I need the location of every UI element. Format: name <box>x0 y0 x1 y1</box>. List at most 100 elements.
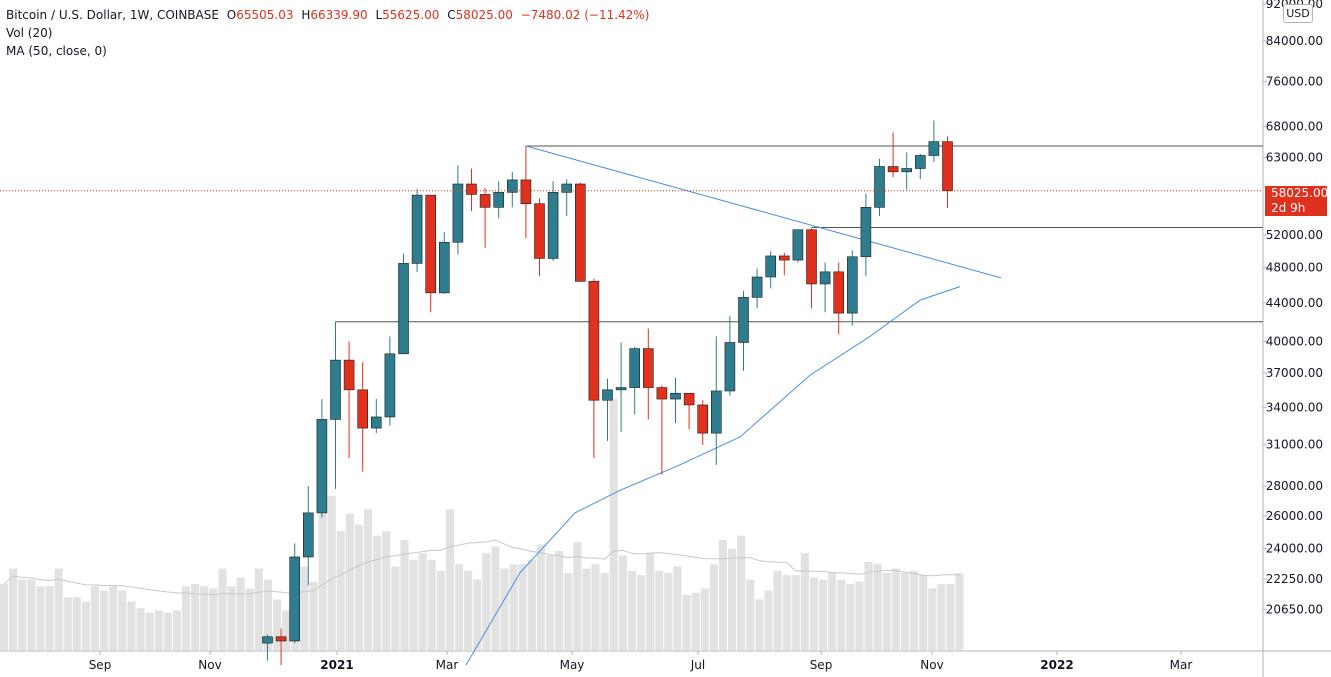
candle-body <box>602 389 613 401</box>
y-tick-label: 48000.00 <box>1266 261 1323 275</box>
volume-bar <box>54 568 63 650</box>
candle-body <box>819 271 831 285</box>
volume-bar <box>819 579 828 650</box>
candle-body <box>534 203 545 259</box>
volume-bar <box>664 573 673 650</box>
volume-bar <box>728 548 737 650</box>
volume-bar <box>755 599 764 650</box>
candle-body <box>670 392 681 400</box>
chart-legend: Bitcoin / U.S. Dollar, 1W, COINBASE O655… <box>6 6 649 60</box>
volume-bar <box>910 570 919 650</box>
close-value: 58025.00 <box>455 8 513 22</box>
candle-body <box>316 419 328 514</box>
symbol-label: Bitcoin / U.S. Dollar, 1W, COINBASE <box>6 8 219 22</box>
volume-bar <box>218 568 227 650</box>
candle-body <box>506 179 518 193</box>
volume-bar <box>9 568 18 650</box>
currency-badge[interactable]: USD <box>1283 4 1313 23</box>
volume-bar <box>72 597 81 650</box>
low-value: 55625.00 <box>382 8 440 22</box>
volume-bar <box>809 577 818 650</box>
volume-bar <box>154 610 163 650</box>
volume-bar <box>900 573 909 650</box>
ma-indicator-label[interactable]: MA (50, close, 0) <box>6 44 107 58</box>
y-tick-label: 26000.00 <box>1266 509 1323 523</box>
change-value: −7480.02 (−11.42%) <box>520 8 650 22</box>
x-tick-label: Nov <box>920 658 943 672</box>
candle-body <box>493 192 505 208</box>
candle-body <box>289 556 301 642</box>
candle-body <box>384 353 396 418</box>
candle-body <box>642 348 654 388</box>
volume-bar <box>318 487 327 650</box>
y-tick-label: 31000.00 <box>1266 438 1323 452</box>
candle-body <box>887 166 899 173</box>
candle-body <box>588 281 600 401</box>
volume-bar <box>163 612 172 650</box>
candle-body <box>520 179 532 204</box>
volume-bar <box>455 564 464 650</box>
candle-body <box>874 166 885 208</box>
trend-line <box>525 145 1002 279</box>
volume-ma-line <box>3 539 960 596</box>
x-tick-label: Sep <box>89 658 112 672</box>
high-value: 66339.90 <box>310 8 368 22</box>
volume-bar <box>0 584 9 650</box>
volume-indicator-label[interactable]: Vol (20) <box>6 26 53 40</box>
x-tick-label: Nov <box>198 658 221 672</box>
volume-bar <box>618 555 627 650</box>
volume-bar <box>81 601 90 650</box>
high-label: H <box>301 8 311 22</box>
x-tick-label: Mar <box>436 658 459 672</box>
open-label: O <box>226 8 237 22</box>
volume-bar <box>646 553 655 650</box>
candle-body <box>452 183 464 243</box>
volume-bar <box>928 588 937 650</box>
volume-bar <box>336 531 345 650</box>
last-price-value: 58025.00 <box>1271 186 1329 200</box>
volume-bar <box>236 577 245 650</box>
volume-bar <box>118 590 127 650</box>
volume-bar <box>491 546 500 650</box>
candle-body <box>765 255 777 278</box>
volume-bar <box>482 553 491 650</box>
volume-bar <box>273 599 282 650</box>
y-tick-label: 22250.00 <box>1266 572 1323 586</box>
volume-bar <box>18 579 27 650</box>
volume-bar <box>718 540 727 650</box>
volume-bar <box>209 588 218 650</box>
candle-body <box>357 389 369 429</box>
volume-bar <box>136 608 145 650</box>
volume-bar <box>609 399 618 650</box>
volume-bar <box>500 568 509 650</box>
volume-bar <box>473 579 482 650</box>
volume-bar <box>354 524 363 650</box>
volume-bar <box>882 573 891 650</box>
volume-bar <box>36 586 45 650</box>
candle-body <box>901 168 913 173</box>
y-tick-label: 63000.00 <box>1266 150 1323 164</box>
x-tick-label: Sep <box>810 658 833 672</box>
volume-bar <box>145 612 154 650</box>
candle-body <box>928 141 940 156</box>
candle-body <box>792 229 804 261</box>
volume-bar <box>345 513 354 650</box>
volume-bar <box>682 595 691 650</box>
candle-body <box>833 271 845 314</box>
volume-bar <box>382 531 391 650</box>
candle-body <box>846 256 858 314</box>
candle-body <box>561 183 573 193</box>
volume-bar <box>445 509 454 650</box>
volume-bar <box>109 586 118 650</box>
close-label: C <box>447 8 456 22</box>
volume-bar <box>919 575 928 650</box>
volume-bar <box>518 564 527 650</box>
y-tick-label: 24000.00 <box>1266 541 1323 555</box>
candle-body <box>914 155 926 169</box>
candle-body <box>438 241 450 294</box>
candle-body <box>656 387 668 400</box>
candle-body <box>398 263 409 355</box>
y-tick-label: 28000.00 <box>1266 479 1323 493</box>
x-tick-label: 2021 <box>320 658 353 672</box>
